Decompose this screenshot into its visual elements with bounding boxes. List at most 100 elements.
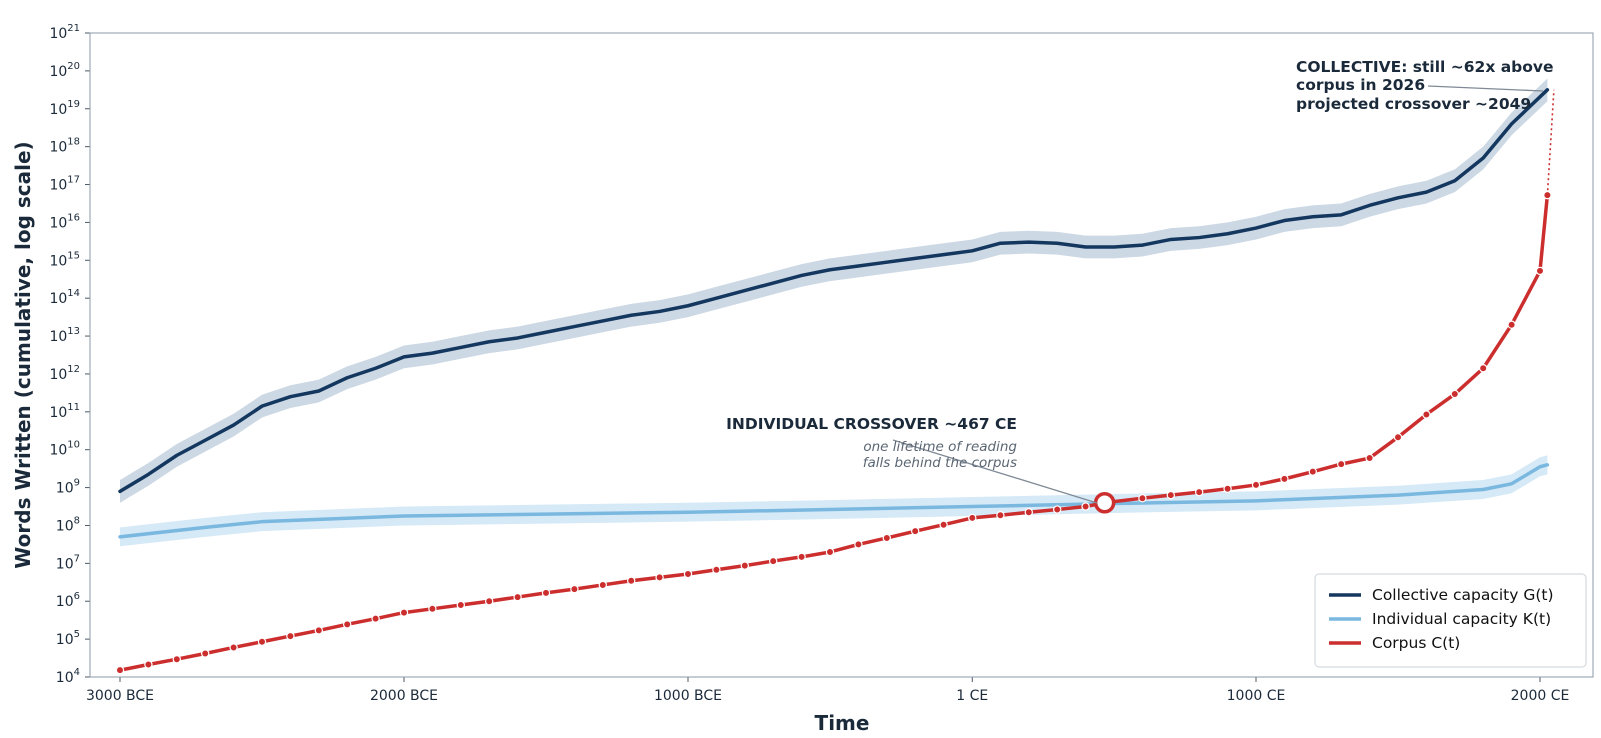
legend: Collective capacity G(t) Individual capa… (1314, 573, 1587, 668)
y-axis-title: Words Written (cumulative, log scale) (11, 141, 35, 568)
y-axis-ticks: 104 105 106 107 108 109 1010 1011 1012 1013 1014 10… (49, 23, 90, 686)
individual-crossover-note-1: one lifetime of reading (863, 439, 1017, 455)
corpus-point (683, 569, 693, 579)
corpus-point (428, 604, 437, 614)
corpus-point (343, 620, 352, 629)
corpus-point (541, 588, 551, 598)
corpus-point (968, 513, 977, 523)
corpus-point (854, 540, 863, 549)
corpus-point (1251, 480, 1261, 490)
corpus-point (399, 608, 409, 617)
y-tick-label: 1020 (49, 61, 80, 80)
y-tick-label: 1021 (49, 23, 80, 42)
corpus-point (1336, 459, 1346, 469)
corpus-point (1138, 493, 1147, 503)
y-tick-label: 105 (56, 629, 80, 648)
corpus-point (1507, 320, 1516, 329)
line-series-2 (118, 193, 1550, 672)
corpus-point (627, 576, 636, 585)
corpus-point (229, 643, 238, 652)
y-tick-label: 106 (56, 591, 80, 610)
individual-crossover-marker (1093, 491, 1116, 514)
x-tick-label: 1 CE (956, 688, 988, 704)
corpus-point (1393, 433, 1403, 442)
y-tick-label: 1010 (49, 440, 80, 459)
corpus-point (371, 614, 380, 623)
individual-crossover-annotation: INDIVIDUAL CROSSOVER ~467 CE one lifetim… (726, 415, 1098, 504)
y-tick-label: 1014 (49, 288, 80, 307)
corpus-point (115, 665, 125, 675)
x-tick-label: 3000 BCE (86, 688, 154, 704)
y-tick-label: 1013 (49, 326, 80, 345)
y-tick-label: 107 (56, 553, 80, 572)
line-series-0 (118, 88, 1550, 494)
legend-label-corpus: Corpus C(t) (1372, 634, 1460, 652)
collective-note-line-3: projected crossover ~2049 (1296, 95, 1531, 113)
corpus-point (1543, 190, 1552, 200)
x-axis-title: Time (815, 711, 870, 735)
plot-frame (89, 32, 1594, 678)
corpus-point (598, 580, 608, 590)
corpus-point (655, 573, 664, 582)
x-tick-label: 1000 CE (1227, 688, 1286, 704)
y-tick-label: 1015 (49, 250, 80, 269)
corpus-point (172, 654, 181, 664)
y-tick-label: 1012 (49, 364, 80, 383)
corpus-point (144, 660, 153, 669)
y-tick-label: 1018 (49, 137, 80, 156)
corpus-point (1024, 508, 1034, 517)
y-tick-label: 1019 (49, 99, 80, 118)
corpus-point (996, 511, 1005, 520)
series-markers (115, 190, 1552, 675)
collective-leader (1427, 85, 1544, 92)
corpus-point (740, 561, 750, 570)
corpus-point (485, 597, 494, 606)
corpus-point (314, 626, 323, 635)
corpus-projection-line (1546, 89, 1555, 196)
legend-box (1314, 573, 1587, 668)
corpus-point (1166, 490, 1176, 500)
y-tick-label: 1011 (49, 402, 80, 421)
corpus-point (200, 649, 210, 658)
corpus-point (456, 600, 465, 610)
corpus-point (939, 520, 948, 529)
corpus-point (1280, 474, 1289, 484)
x-tick-label: 2000 BCE (370, 688, 438, 704)
corpus-point (1450, 389, 1460, 399)
corpus-point (1422, 410, 1431, 419)
x-tick-label: 2000 CE (1511, 688, 1570, 704)
collective-note-line-1: COLLECTIVE: still ~62x above (1296, 58, 1554, 76)
confidence-bands (120, 78, 1548, 547)
corpus-point (513, 592, 522, 602)
x-tick-label: 1000 BCE (654, 688, 722, 704)
y-tick-label: 109 (56, 478, 80, 497)
y-tick-label: 1016 (49, 212, 80, 231)
collective-annotation: COLLECTIVE: still ~62x above corpus in 2… (1296, 58, 1554, 113)
corpus-point (769, 556, 778, 566)
band-series-0 (120, 78, 1548, 503)
x-axis-ticks: 3000 BCE 2000 BCE 1000 BCE 1 CE 1000 CE 2000 … (86, 677, 1569, 704)
series-lines (118, 88, 1555, 672)
corpus-point (797, 552, 806, 562)
y-tick-label: 104 (56, 667, 80, 686)
corpus-point (1223, 484, 1232, 493)
legend-label-individual: Individual capacity K(t) (1372, 610, 1551, 628)
corpus-point (882, 533, 892, 543)
corpus-point (1081, 502, 1090, 511)
corpus-point (911, 526, 920, 536)
individual-crossover-title: INDIVIDUAL CROSSOVER ~467 CE (726, 415, 1017, 433)
corpus-point (712, 565, 721, 574)
corpus-point (1308, 467, 1318, 476)
y-tick-label: 108 (56, 515, 80, 534)
band-series-1 (120, 455, 1548, 547)
collective-note-line-2: corpus in 2026 (1296, 76, 1425, 94)
individual-crossover-note-2: falls behind the corpus (863, 455, 1017, 471)
corpus-point (257, 637, 267, 646)
y-tick-label: 1017 (49, 175, 80, 194)
corpus-point (1052, 505, 1062, 514)
corpus-point (825, 547, 835, 557)
corpus-point (1535, 266, 1545, 276)
line-series-1 (118, 463, 1550, 539)
corpus-point (286, 631, 295, 641)
